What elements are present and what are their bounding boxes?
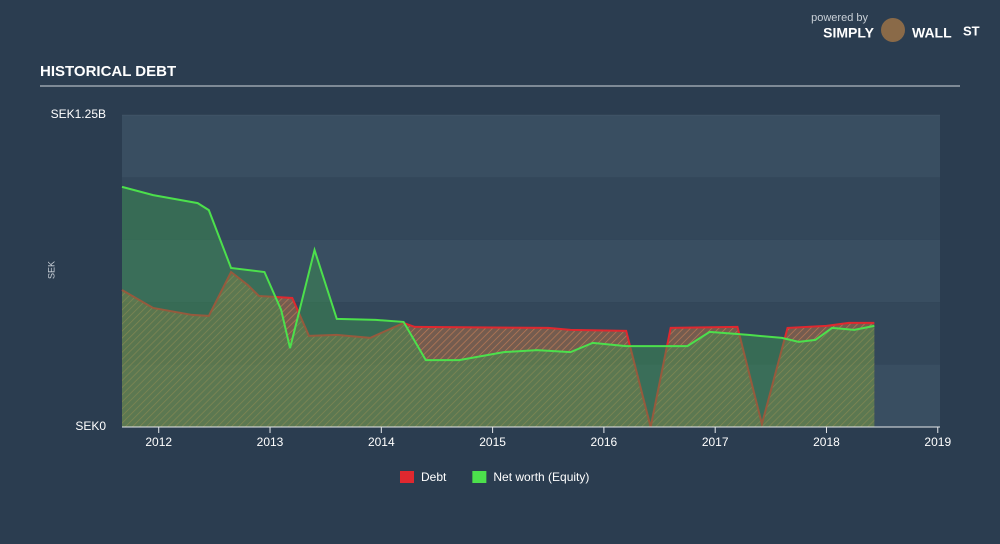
series-area xyxy=(122,186,875,427)
x-tick-label: 2016 xyxy=(591,435,618,449)
logo xyxy=(881,18,905,42)
x-tick-label: 2012 xyxy=(145,435,172,449)
powered-by: powered by xyxy=(811,12,868,24)
x-tick-label: 2015 xyxy=(479,435,506,449)
x-tick-label: 2013 xyxy=(257,435,284,449)
legend-swatch xyxy=(400,471,414,483)
x-tick-label: 2017 xyxy=(702,435,729,449)
brand: SIMPLY xyxy=(823,25,874,41)
y-label: SEK xyxy=(46,261,56,279)
legend-swatch xyxy=(472,471,487,483)
x-tick-label: 2019 xyxy=(924,435,951,449)
legend-label: Net worth (Equity) xyxy=(493,470,589,484)
y-tick-label: SEK1.25B xyxy=(51,107,106,121)
x-tick-label: 2018 xyxy=(813,435,840,449)
chart-title: HISTORICAL DEBT xyxy=(40,63,176,80)
y-tick-label: SEK0 xyxy=(75,419,106,433)
grid-band xyxy=(122,177,940,240)
series-area xyxy=(122,271,875,427)
series-line xyxy=(121,185,875,362)
legend-label: Debt xyxy=(421,470,447,484)
x-tick-label: 2014 xyxy=(368,435,395,449)
brand: ST xyxy=(963,23,980,38)
grid-band xyxy=(122,115,940,178)
series-line xyxy=(121,270,875,428)
brand: WALL xyxy=(912,25,952,41)
